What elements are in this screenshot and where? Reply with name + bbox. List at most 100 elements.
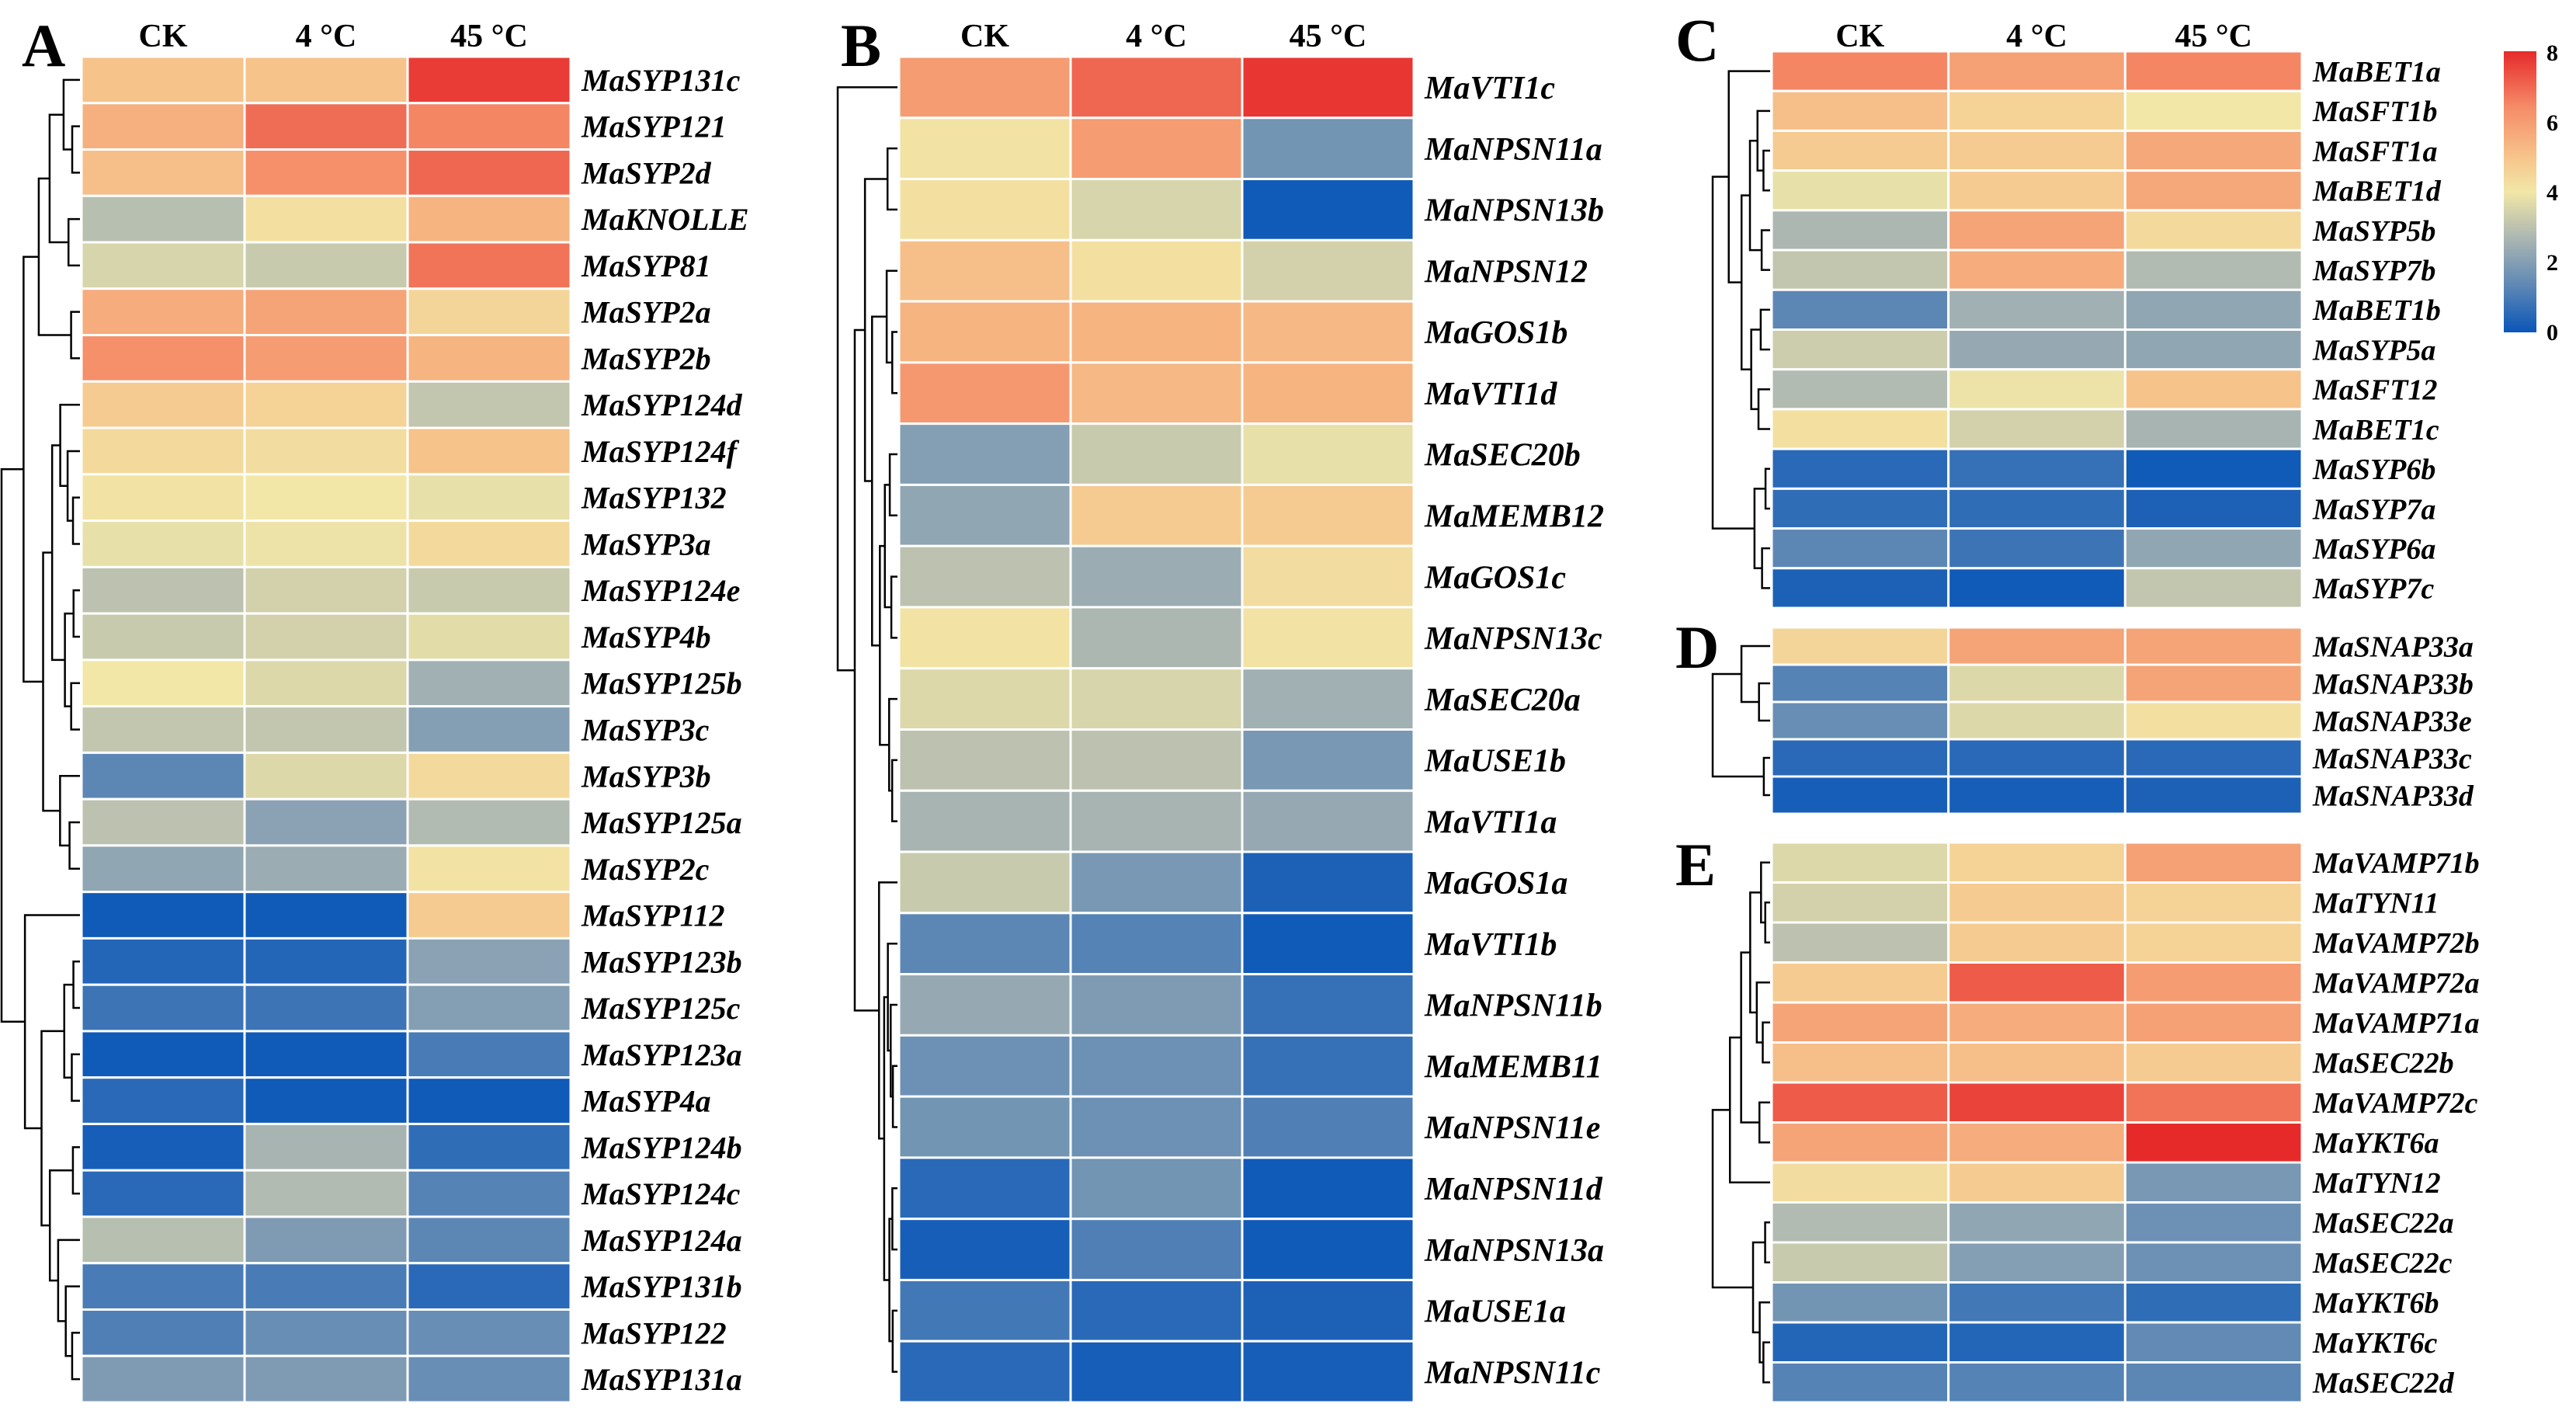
row-label: MaSNAP33a (2312, 631, 2474, 663)
row-label: MaSYP5b (2312, 215, 2435, 248)
heatmap-cell (243, 658, 409, 708)
heatmap-cell (897, 850, 1072, 915)
panel-letter-a: A (22, 12, 65, 79)
row-label: MaBET1b (2312, 294, 2441, 327)
column-header: 4 °C (2006, 19, 2067, 54)
heatmap-cell (2123, 368, 2303, 411)
heatmap-cell (406, 55, 572, 105)
heatmap-cell (1947, 169, 2126, 212)
heatmap-cell (1947, 961, 2126, 1004)
row-label: MaNPSN11a (1424, 132, 1602, 168)
heatmap-cell (897, 544, 1072, 609)
heatmap-cell (1947, 89, 2126, 132)
row-label: MaSEC22a (2312, 1207, 2454, 1240)
row-label: MaBET1d (2312, 175, 2442, 208)
row-dendrogram (0, 78, 80, 1381)
row-label: MaVTI1d (1424, 377, 1557, 412)
heatmap-cell (897, 116, 1072, 181)
row-label: MaSYP6a (2312, 533, 2435, 565)
heatmap-cell (2123, 1161, 2303, 1204)
heatmap-panel-c: C CK 4 °C 45 °C MaBET1a MaSFT1b MaSFT1a MaBET1d… (1675, 6, 2442, 610)
row-label: MaSYP6b (2312, 453, 2435, 486)
column-header: CK (1835, 19, 1884, 54)
dendrogram-branch (891, 1309, 897, 1373)
heatmap-cell (243, 1076, 409, 1125)
heatmap-cell (406, 1215, 572, 1265)
heatmap-cell (2123, 663, 2303, 704)
dendrogram-branch (1711, 1109, 1754, 1289)
heatmap-cell (1069, 55, 1244, 120)
dendrogram-branch (71, 1146, 80, 1195)
heatmap-cell (1947, 1121, 2126, 1164)
heatmap-cell (243, 241, 409, 290)
heatmap-cell (1770, 738, 1950, 778)
heatmap-cell (1241, 850, 1415, 915)
heatmap-cell (406, 287, 572, 337)
heatmap-cell (2123, 700, 2303, 741)
heatmap-cell (80, 891, 246, 940)
row-label: MaSYP112 (581, 898, 724, 933)
heatmap-panel-a: A CK 4 °C 45 °C MaSYP131c MaSYP121 MaSYP2d MaKN… (0, 12, 749, 1404)
heatmap-cell (1241, 1034, 1415, 1098)
heatmap-cell (1241, 1095, 1415, 1159)
heatmap-cell (1947, 368, 2126, 411)
heatmap-cell (243, 705, 409, 754)
heatmap-cell (1947, 775, 2126, 815)
panel-letter-b: B (841, 12, 881, 79)
heatmap-cell (243, 55, 409, 105)
dendrogram-branch (1740, 644, 1770, 704)
dendrogram-branch (891, 331, 897, 394)
row-label: MaNPSN12 (1424, 254, 1588, 290)
heatmap-cell (1069, 728, 1244, 792)
dendrogram-branch (1764, 467, 1770, 510)
row-label: MaVAMP72a (2312, 968, 2480, 1000)
heatmap-cell (2123, 248, 2303, 291)
heatmap-cell (2123, 408, 2303, 450)
heatmap-cell (2123, 567, 2303, 610)
dendrogram-branch (23, 255, 43, 683)
row-label: MaGOS1c (1424, 560, 1566, 596)
dendrogram-branch (1757, 388, 1770, 430)
row-label: MaSYP2c (581, 852, 710, 887)
heatmap-cell (1947, 50, 2126, 92)
heatmap-cell (80, 55, 246, 105)
dendrogram-branch (71, 496, 80, 545)
heatmap-cell (243, 891, 409, 940)
heatmap-cell (2123, 1081, 2303, 1124)
heatmap-panel-b: B CK 4 °C 45 °C MaVTI1c MaNPSN11a MaNPSN13b MaN… (836, 12, 1604, 1404)
heatmap-cell (406, 1169, 572, 1218)
row-label: MaNPSN13c (1424, 621, 1602, 657)
heatmap-cell (1069, 544, 1244, 609)
dendrogram-branch (1750, 328, 1761, 411)
dendrogram-branch (71, 1053, 80, 1102)
dendrogram-branch (1762, 1021, 1770, 1064)
heatmap-cell (2123, 89, 2303, 132)
dendrogram-branch (0, 468, 26, 1023)
dendrogram-branch (1740, 194, 1751, 370)
heatmap-cell (1947, 1201, 2126, 1244)
heatmap-cell (1069, 667, 1244, 731)
heatmap-panel-e: E MaVAMP71b MaTYN11 MaVAMP72b MaVAMP72a MaVAM… (1675, 831, 2480, 1404)
heatmap-cell (406, 891, 572, 940)
row-label: MaNPSN11b (1424, 988, 1602, 1024)
heatmap-cell (897, 178, 1072, 241)
heatmap-cell (1069, 789, 1244, 853)
row-label: MaSYP124b (581, 1130, 742, 1165)
heatmap-cell (1069, 422, 1244, 486)
heatmap-cell (1069, 1095, 1244, 1159)
heatmap-cell (406, 751, 572, 801)
row-label: MaYKT6b (2312, 1287, 2439, 1320)
heatmap-cell (406, 334, 572, 383)
heatmap-cell (406, 1262, 572, 1311)
heatmap-cell (1241, 789, 1415, 853)
row-label: MaSFT1a (2312, 135, 2437, 168)
heatmap-cell (243, 102, 409, 151)
dendrogram-branch (863, 178, 888, 482)
row-label: MaSYP7b (2312, 255, 2435, 287)
heatmap-cell (1241, 238, 1415, 303)
heatmap-cell (1770, 447, 1950, 490)
dendrogram-branch (888, 453, 897, 517)
column-header: 4 °C (296, 19, 357, 54)
color-scale-bar (2504, 51, 2536, 332)
dendrogram-branch (1759, 308, 1770, 351)
